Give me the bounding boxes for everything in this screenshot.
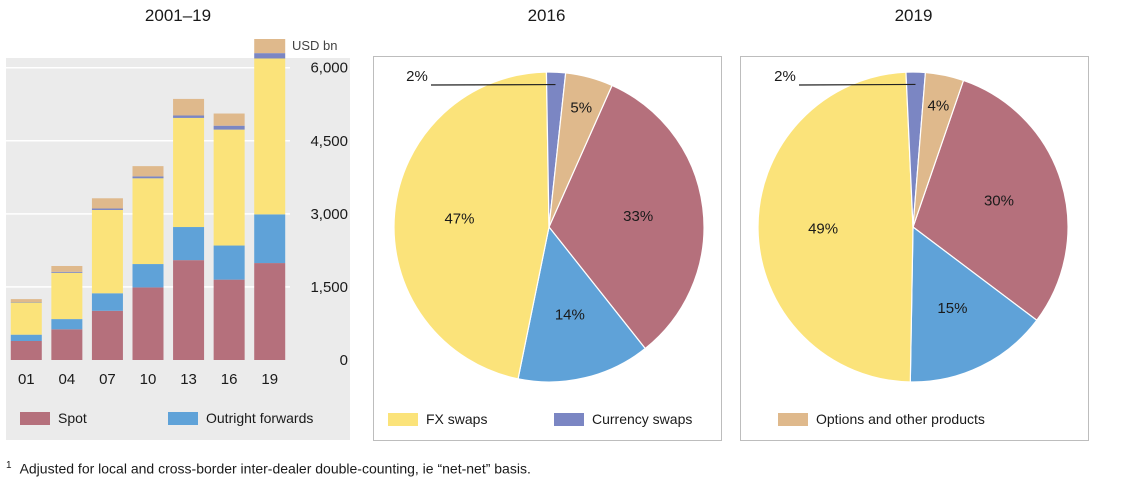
- y-tick-label: 0: [340, 352, 348, 369]
- bar-segment-outright-forwards: [213, 245, 245, 280]
- y-tick-label: 3,000: [310, 206, 348, 223]
- pie-slice-fx-swaps: [757, 71, 914, 383]
- bar-chart-panel: 0 1,500 3,000 4,500 6,000 01 04 07 10 13 16 19 Spot…: [6, 39, 350, 440]
- bar-chart-title: 2001–19: [144, 6, 212, 25]
- bar-segment-fx-swaps: [254, 58, 286, 215]
- bar-segment-options: [173, 98, 205, 116]
- pie-slice-label: 4%: [928, 98, 950, 115]
- pie-slice-label: 14%: [555, 306, 585, 323]
- x-tick-label: 07: [99, 371, 116, 388]
- pie-slice-outright-forwards: [909, 225, 1038, 383]
- y-axis-unit-label: USD bn: [292, 38, 338, 53]
- pie-slice-options: [912, 71, 965, 228]
- bar-segment-outright-forwards: [10, 334, 42, 342]
- bar-segment-options: [132, 166, 164, 177]
- bar-segment-currency-swaps: [132, 176, 164, 179]
- bar-segment-fx-swaps: [51, 272, 83, 320]
- pie-slice-label: 15%: [937, 300, 967, 317]
- pie-slice-label: 33%: [623, 208, 653, 225]
- legend-swatch-outright-forwards: [168, 411, 198, 425]
- bar-segment-fx-swaps: [91, 209, 123, 294]
- legend-label-fx-swaps: FX swaps: [426, 411, 488, 427]
- legend-label-spot: Spot: [58, 410, 87, 426]
- bar-segment-fx-swaps: [213, 129, 245, 246]
- bar-segment-fx-swaps: [173, 117, 205, 228]
- pie-chart-2016: 33% 14% 47% 2% 5%: [393, 68, 705, 383]
- legend-item-fx-swaps: FX swaps: [388, 411, 487, 427]
- bar-segment-currency-swaps: [213, 125, 245, 130]
- legend-label-currency-swaps: Currency swaps: [592, 411, 693, 427]
- pie-slice-spot: [548, 84, 705, 350]
- pie-slice-label: 2%: [774, 68, 796, 85]
- x-tick-label: 04: [59, 371, 76, 388]
- bar-segment-outright-forwards: [91, 293, 123, 311]
- pie-slice-label: 5%: [570, 99, 592, 116]
- bar-segment-fx-swaps: [132, 178, 164, 265]
- stacked-bar-chart: 0 1,500 3,000 4,500 6,000 01 04 07 10 13 16 19: [6, 39, 348, 388]
- bar-segment-spot: [213, 279, 245, 360]
- bar-segment-currency-swaps: [51, 271, 83, 273]
- pie-leader-line: [798, 83, 916, 86]
- pie-slice-label: 47%: [444, 211, 474, 228]
- legend-swatch-fx-swaps: [388, 412, 418, 426]
- bar-segment-spot: [91, 310, 123, 360]
- x-tick-label: 19: [261, 371, 278, 388]
- footnote: 1 Adjusted for local and cross-border int…: [6, 460, 531, 477]
- bar-segment-spot: [173, 260, 205, 360]
- pie-2019-panel: 30% 15% 49% 2% 4% Options and other products: [740, 56, 1089, 441]
- bar-segment-outright-forwards: [173, 227, 205, 261]
- x-tick-label: 10: [140, 371, 157, 388]
- bar-segment-currency-swaps: [173, 115, 205, 118]
- bar-segment-spot: [132, 287, 164, 360]
- pie-slice-options: [548, 72, 613, 228]
- x-tick-label: 13: [180, 371, 197, 388]
- pie-slice-label: 30%: [984, 193, 1014, 210]
- x-tick-label: 01: [18, 371, 35, 388]
- bar-segment-options: [91, 198, 123, 209]
- y-tick-label: 4,500: [310, 133, 348, 150]
- pie-slice-label: 2%: [406, 68, 428, 85]
- footnote-text: Adjusted for local and cross-border inte…: [19, 460, 531, 477]
- pie-2016-title: 2016: [527, 6, 566, 25]
- pie-chart-2019: 30% 15% 49% 2% 4%: [757, 68, 1069, 383]
- legend-item-options: Options and other products: [778, 411, 985, 427]
- bar-segment-outright-forwards: [132, 264, 164, 288]
- legend-label-outright-forwards: Outright forwards: [206, 410, 314, 426]
- pie-slice-outright-forwards: [517, 225, 647, 383]
- bar-segment-options: [10, 299, 42, 303]
- footnote-marker: 1: [6, 460, 12, 471]
- bar-segment-fx-swaps: [10, 302, 42, 335]
- bar-segment-currency-swaps: [91, 208, 123, 210]
- bar-segment-currency-swaps: [254, 53, 286, 59]
- legend-swatch-options: [778, 412, 808, 426]
- legend-item-currency-swaps: Currency swaps: [554, 411, 692, 427]
- legend-label-options: Options and other products: [816, 411, 985, 427]
- y-tick-label: 6,000: [310, 60, 348, 77]
- bar-segment-options: [51, 265, 83, 272]
- bar-segment-spot: [254, 263, 286, 360]
- pie-2016-panel: 33% 14% 47% 2% 5% FX swaps Currency swaps: [373, 56, 722, 441]
- legend-item-spot: Spot: [20, 410, 87, 426]
- pie-2019-title: 2019: [894, 6, 933, 25]
- pie-slice-label: 49%: [808, 220, 838, 237]
- bar-segment-outright-forwards: [51, 319, 83, 330]
- x-tick-label: 16: [221, 371, 238, 388]
- bar-segment-spot: [10, 341, 42, 360]
- y-tick-label: 1,500: [310, 279, 348, 296]
- legend-swatch-currency-swaps: [554, 412, 584, 426]
- bar-segment-spot: [51, 329, 83, 360]
- legend-item-outright-forwards: Outright forwards: [168, 410, 313, 426]
- bar-segment-options: [213, 113, 245, 126]
- legend-swatch-spot: [20, 411, 50, 425]
- pie-slice-spot: [912, 79, 1069, 322]
- bar-segment-outright-forwards: [254, 214, 286, 264]
- bar-segment-options: [254, 39, 286, 54]
